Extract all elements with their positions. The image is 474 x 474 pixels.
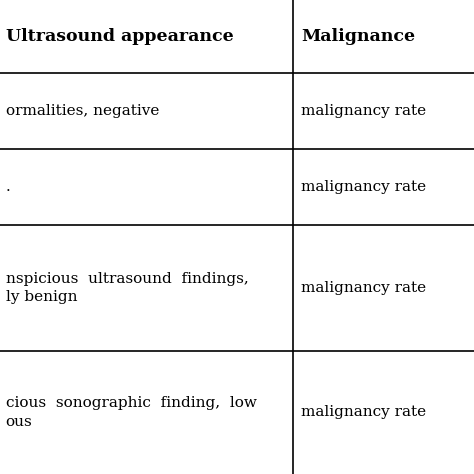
Text: .: . <box>6 180 10 194</box>
Text: malignancy rate: malignancy rate <box>301 180 426 194</box>
Text: malignancy rate: malignancy rate <box>301 405 426 419</box>
Text: malignancy rate: malignancy rate <box>301 281 426 295</box>
Text: nspicious  ultrasound  findings,
ly benign: nspicious ultrasound findings, ly benign <box>6 272 248 304</box>
Text: ormalities, negative: ormalities, negative <box>6 104 159 118</box>
Text: Malignance: Malignance <box>301 28 415 45</box>
Text: cious  sonographic  finding,  low
ous: cious sonographic finding, low ous <box>6 396 256 428</box>
Text: Ultrasound appearance: Ultrasound appearance <box>6 28 233 45</box>
Text: malignancy rate: malignancy rate <box>301 104 426 118</box>
